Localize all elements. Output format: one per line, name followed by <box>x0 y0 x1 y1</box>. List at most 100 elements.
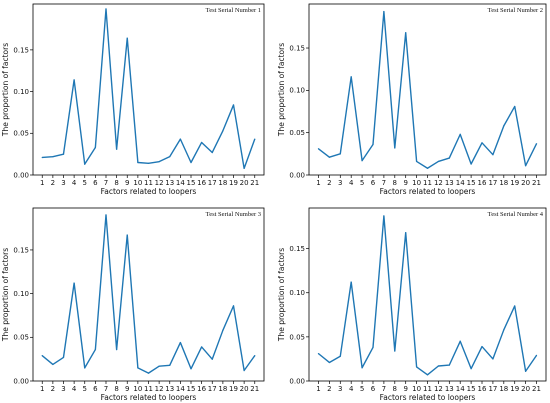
data-point <box>339 355 341 357</box>
y-tick-label: 0.15 <box>289 245 305 253</box>
x-tick-label: 15 <box>467 385 476 393</box>
series-line <box>318 10 538 169</box>
x-tick-label: 7 <box>104 385 108 393</box>
data-point <box>426 374 429 376</box>
data-point <box>525 370 527 372</box>
y-axis-label: The proportion of factors <box>277 43 286 137</box>
data-point <box>405 232 407 234</box>
data-point <box>73 79 75 81</box>
data-point <box>62 153 65 155</box>
y-tick-label: 0.10 <box>13 88 29 96</box>
data-point <box>222 329 224 331</box>
chart-panel-2: 0.000.050.100.151 2 3 4 5 6 7 8 9 10 11 12 13 14 15 16 1… <box>277 3 547 196</box>
x-tick-label: 5 <box>360 385 364 393</box>
x-tick-label: 16 <box>197 385 206 393</box>
data-point <box>459 133 461 135</box>
x-tick-label: 1 <box>40 179 44 187</box>
panel-annotation: Test Serial Number 3 <box>206 211 261 218</box>
x-tick-label: 13 <box>445 385 454 393</box>
x-tick-label: 17 <box>488 179 497 187</box>
data-point <box>52 363 54 365</box>
x-tick-label: 19 <box>510 385 519 393</box>
x-axis-label: Factors related to loopers <box>101 187 197 196</box>
x-tick-label: 1 <box>40 385 44 393</box>
x-tick-label: 16 <box>478 385 487 393</box>
data-point <box>222 130 224 132</box>
x-tick-label: 10 <box>412 179 421 187</box>
x-tick-label: 8 <box>393 385 397 393</box>
data-point <box>317 148 320 150</box>
axes-frame <box>308 207 547 382</box>
y-tick-label: 0.15 <box>13 46 29 54</box>
x-tick-label: 3 <box>61 385 65 393</box>
data-point <box>232 305 235 307</box>
data-point <box>116 348 118 351</box>
data-point <box>232 104 235 106</box>
chart-panel-3: 0.000.050.100.151 2 3 4 5 6 7 8 9 10 11 12 13 14 15 16 1… <box>1 207 265 402</box>
x-tick-label: 14 <box>176 179 185 187</box>
x-tick-label: 2 <box>327 385 331 393</box>
data-point <box>481 345 483 348</box>
x-tick-label: 20 <box>521 385 530 393</box>
x-tick-label: 3 <box>338 385 342 393</box>
data-point <box>448 364 450 366</box>
data-point <box>190 368 192 370</box>
y-tick-label: 0.10 <box>289 87 305 95</box>
data-point <box>211 358 213 360</box>
y-tick-label: 0.10 <box>13 290 29 298</box>
data-point <box>470 368 472 370</box>
x-tick-label: 20 <box>521 179 530 187</box>
x-tick-label: 18 <box>218 385 227 393</box>
x-tick-label: 1 <box>316 385 320 393</box>
x-tick-label: 7 <box>382 179 386 187</box>
data-point <box>105 8 107 10</box>
x-tick-label: 15 <box>187 179 196 187</box>
x-tick-label: 4 <box>72 179 77 187</box>
x-tick-label: 8 <box>114 385 118 393</box>
data-point <box>137 367 139 369</box>
x-tick-label: 9 <box>403 385 407 393</box>
data-point <box>448 157 450 159</box>
data-point <box>169 156 171 158</box>
x-tick-label: 11 <box>144 179 153 187</box>
x-axis-label: Factors related to loopers <box>380 187 476 196</box>
x-tick-label: 12 <box>155 179 164 187</box>
data-point <box>394 350 396 352</box>
data-point <box>201 346 203 348</box>
y-tick-label: 0.00 <box>13 171 29 179</box>
data-point <box>372 143 374 146</box>
data-point <box>41 355 43 357</box>
x-tick-label: 17 <box>208 179 217 187</box>
x-tick-label: 2 <box>327 179 331 187</box>
x-tick-label: 19 <box>229 385 238 393</box>
y-tick-label: 0.15 <box>289 44 305 52</box>
x-tick-label: 12 <box>434 385 443 393</box>
series-line <box>318 215 538 376</box>
panel-annotation: Test Serial Number 1 <box>206 7 261 14</box>
x-tick-label: 10 <box>133 179 142 187</box>
data-point <box>481 142 483 144</box>
data-point <box>437 365 440 367</box>
data-point <box>94 146 96 149</box>
data-point <box>394 147 396 149</box>
data-point <box>147 372 150 374</box>
y-tick-label: 0.05 <box>13 334 29 342</box>
x-tick-label: 7 <box>382 385 386 393</box>
data-point <box>514 305 516 307</box>
data-point <box>383 11 385 13</box>
y-tick-label: 0.10 <box>289 289 305 297</box>
data-point <box>437 160 440 163</box>
y-axis-label: The proportion of factors <box>277 248 286 342</box>
data-point <box>470 163 472 165</box>
y-tick-label: 0.05 <box>13 130 29 138</box>
x-tick-label: 11 <box>423 179 432 187</box>
data-point <box>426 167 429 169</box>
x-tick-label: 15 <box>187 385 196 393</box>
x-tick-label: 9 <box>403 179 407 187</box>
x-tick-label: 5 <box>83 179 87 187</box>
data-point <box>503 329 505 331</box>
x-tick-label: 20 <box>240 179 249 187</box>
y-tick-label: 0.05 <box>289 129 305 137</box>
x-tick-label: 21 <box>532 385 541 393</box>
x-tick-label: 5 <box>360 179 364 187</box>
